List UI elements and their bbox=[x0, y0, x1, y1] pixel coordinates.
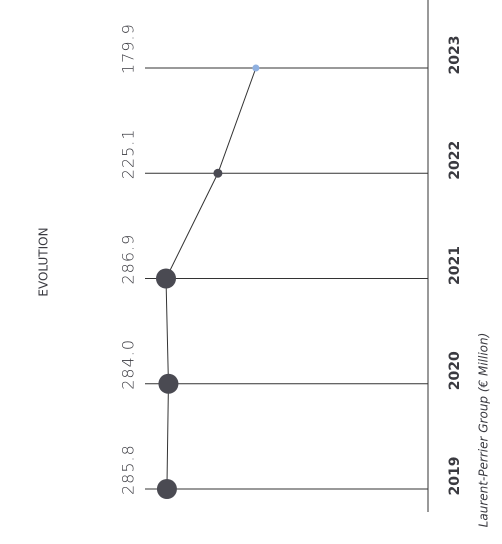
source-note: Laurent-Perrier Group (€ Million) bbox=[477, 333, 491, 528]
x-tick-label: 2023 bbox=[447, 36, 463, 75]
point bbox=[213, 168, 223, 178]
value-label: 179.9 bbox=[119, 23, 138, 74]
value-label: 284.0 bbox=[119, 339, 138, 390]
point bbox=[252, 64, 260, 72]
chart-title: EVOLUTION bbox=[37, 227, 51, 296]
x-tick-label: 2022 bbox=[447, 141, 463, 180]
point bbox=[158, 373, 179, 394]
value-label: 225.1 bbox=[119, 128, 138, 179]
x-tick-label: 2020 bbox=[447, 351, 463, 390]
x-tick-label: 2021 bbox=[447, 246, 463, 285]
x-tick-label: 2019 bbox=[447, 457, 463, 496]
value-label: 286.9 bbox=[119, 234, 138, 285]
point bbox=[156, 268, 177, 289]
value-label: 285.8 bbox=[119, 444, 138, 495]
point bbox=[156, 479, 177, 499]
